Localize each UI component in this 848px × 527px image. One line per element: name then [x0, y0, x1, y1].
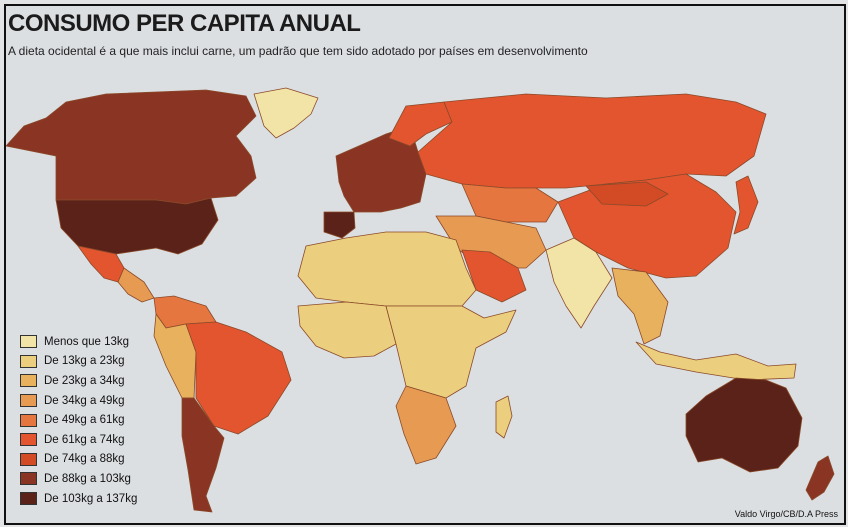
- region-spain: [323, 211, 356, 239]
- region-australia: [685, 377, 803, 473]
- region-russia: [417, 93, 767, 189]
- legend-item: De 34kg a 49kg: [20, 391, 170, 411]
- legend-item: De 13kg a 23kg: [20, 352, 170, 372]
- legend-label: De 74kg a 88kg: [44, 453, 125, 466]
- region-west-africa: [297, 301, 397, 359]
- legend-label: De 13kg a 23kg: [44, 355, 125, 368]
- legend-item: De 49kg a 61kg: [20, 410, 170, 430]
- legend-item: Menos que 13kg: [20, 332, 170, 352]
- region-canada: [6, 89, 257, 205]
- legend-swatch: [20, 472, 37, 486]
- region-brazil: [185, 321, 292, 435]
- legend-swatch: [20, 492, 37, 506]
- region-madagascar: [495, 395, 513, 439]
- region-north-africa: [297, 231, 477, 307]
- map-title: CONSUMO PER CAPITA ANUAL: [8, 10, 361, 37]
- legend-label: De 61kg a 74kg: [44, 433, 125, 446]
- map-subtitle: A dieta ocidental é a que mais inclui ca…: [8, 44, 588, 58]
- legend-label: De 88kg a 103kg: [44, 472, 131, 485]
- legend-item: De 74kg a 88kg: [20, 450, 170, 470]
- region-southeast-asia: [611, 267, 669, 345]
- photo-credit: Valdo Virgo/CB/D.A Press: [734, 509, 838, 519]
- region-india: [545, 237, 613, 329]
- legend-item: De 23kg a 34kg: [20, 371, 170, 391]
- legend-item: De 103kg a 137kg: [20, 489, 170, 509]
- legend-label: De 103kg a 137kg: [44, 492, 138, 505]
- legend-swatch: [20, 452, 37, 466]
- region-central-america: [117, 267, 155, 303]
- legend-label: De 49kg a 61kg: [44, 414, 125, 427]
- region-usa: [55, 197, 219, 255]
- legend-swatch: [20, 433, 37, 447]
- region-greenland: [253, 87, 319, 139]
- legend-item: De 88kg a 103kg: [20, 469, 170, 489]
- legend-label: Menos que 13kg: [44, 335, 130, 348]
- legend-swatch: [20, 374, 37, 388]
- legend-swatch: [20, 413, 37, 427]
- legend-swatch: [20, 354, 37, 368]
- region-mongolia: [585, 181, 669, 207]
- region-japan: [733, 175, 759, 235]
- map-frame: CONSUMO PER CAPITA ANUAL A dieta ocident…: [4, 4, 846, 525]
- region-indonesia: [635, 341, 797, 381]
- region-east-africa: [385, 305, 517, 399]
- legend-swatch: [20, 335, 37, 349]
- region-new-zealand: [805, 455, 835, 501]
- legend-item: De 61kg a 74kg: [20, 430, 170, 450]
- map-legend: Menos que 13kg De 13kg a 23kg De 23kg a …: [20, 332, 170, 508]
- legend-label: De 23kg a 34kg: [44, 374, 125, 387]
- region-south-africa: [395, 385, 457, 465]
- world-map: [6, 87, 835, 513]
- legend-label: De 34kg a 49kg: [44, 394, 125, 407]
- legend-swatch: [20, 394, 37, 408]
- region-argentina: [181, 397, 225, 513]
